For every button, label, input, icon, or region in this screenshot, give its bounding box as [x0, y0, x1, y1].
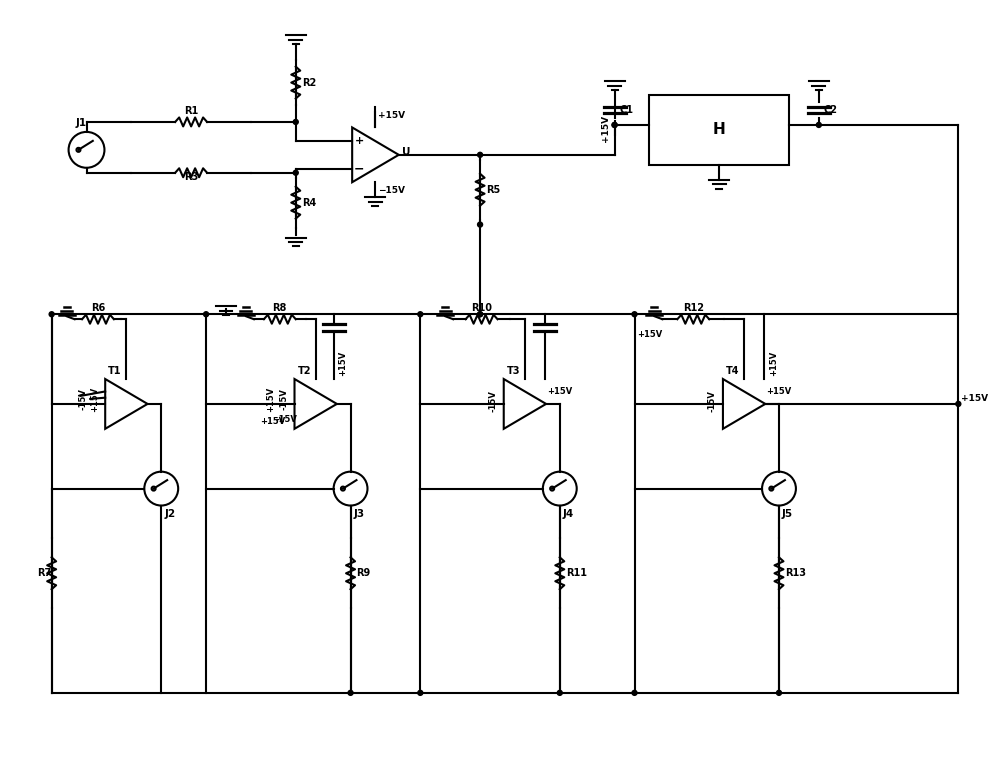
- Circle shape: [293, 170, 298, 175]
- Text: T2: T2: [297, 366, 311, 376]
- Text: +15V: +15V: [266, 386, 275, 411]
- Text: R4: R4: [302, 197, 316, 208]
- Text: R7: R7: [37, 568, 51, 578]
- Circle shape: [478, 153, 483, 157]
- Text: R5: R5: [486, 184, 500, 195]
- Text: C1: C1: [620, 105, 634, 115]
- Text: +15V: +15V: [378, 111, 406, 120]
- Text: R2: R2: [302, 77, 316, 87]
- Text: +15V: +15V: [769, 351, 778, 376]
- Text: R8: R8: [273, 304, 287, 313]
- Circle shape: [418, 691, 423, 695]
- Text: H: H: [713, 122, 726, 137]
- Text: +15V: +15V: [547, 387, 572, 396]
- Text: R10: R10: [471, 304, 492, 313]
- Text: +15V: +15V: [766, 387, 791, 396]
- Circle shape: [632, 312, 637, 317]
- Text: R6: R6: [91, 304, 105, 313]
- Text: R13: R13: [785, 568, 806, 578]
- Text: R1: R1: [184, 106, 198, 116]
- Text: +15V: +15V: [260, 417, 285, 427]
- Text: -15V: -15V: [79, 388, 88, 410]
- Text: +15V: +15V: [90, 386, 99, 411]
- Text: -15V: -15V: [276, 415, 297, 424]
- Circle shape: [612, 122, 617, 128]
- Circle shape: [632, 691, 637, 695]
- Text: T1: T1: [108, 366, 122, 376]
- Text: -15V: -15V: [488, 390, 497, 412]
- Text: T3: T3: [507, 366, 520, 376]
- Circle shape: [418, 312, 423, 317]
- Circle shape: [348, 691, 353, 695]
- Text: T4: T4: [726, 366, 739, 376]
- Circle shape: [776, 691, 781, 695]
- Text: −: −: [354, 162, 364, 175]
- Circle shape: [956, 402, 961, 406]
- Circle shape: [478, 312, 483, 317]
- Text: -15V: -15V: [279, 388, 288, 410]
- Text: +15V: +15V: [961, 395, 988, 404]
- Text: C2: C2: [824, 105, 838, 115]
- Circle shape: [816, 122, 821, 128]
- Text: J3: J3: [354, 509, 365, 518]
- Circle shape: [204, 312, 209, 317]
- Circle shape: [49, 312, 54, 317]
- Text: R11: R11: [566, 568, 587, 578]
- Circle shape: [293, 119, 298, 124]
- Circle shape: [478, 312, 483, 317]
- Text: J5: J5: [782, 509, 793, 518]
- Text: J2: J2: [164, 509, 175, 518]
- Circle shape: [478, 222, 483, 227]
- Text: R12: R12: [683, 304, 704, 313]
- Text: -15V: -15V: [707, 390, 716, 412]
- Text: U: U: [402, 146, 410, 157]
- Bar: [649, 95, 789, 165]
- Text: J1: J1: [76, 118, 87, 128]
- Text: +15V: +15V: [339, 351, 348, 376]
- Circle shape: [557, 691, 562, 695]
- Text: +15V: +15V: [637, 329, 662, 339]
- Text: J4: J4: [563, 509, 574, 518]
- Text: −15V: −15V: [378, 186, 405, 195]
- Text: +: +: [355, 136, 364, 146]
- Text: R3: R3: [184, 172, 198, 181]
- Text: +15V: +15V: [601, 115, 610, 143]
- Text: R9: R9: [357, 568, 371, 578]
- Circle shape: [612, 122, 617, 128]
